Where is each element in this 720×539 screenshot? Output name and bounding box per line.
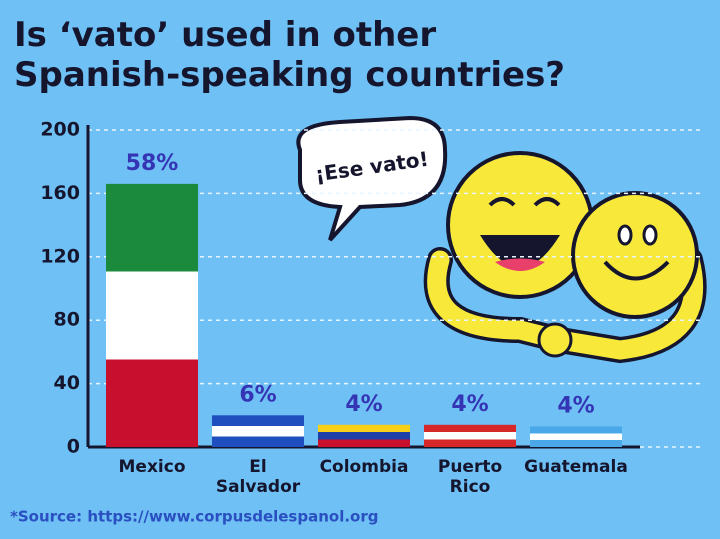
- x-tick-label: Guatemala: [524, 457, 628, 477]
- x-tick-label: Mexico: [119, 457, 186, 477]
- x-tick-label: Colombia: [320, 457, 409, 477]
- y-tick-label: 0: [67, 436, 80, 458]
- bubble-shape: [296, 115, 448, 242]
- y-tick-label: 80: [54, 309, 80, 331]
- chart-title: Is ‘vato’ used in other Spanish-speaking …: [14, 15, 565, 95]
- source: *Source: https://www.corpusdelespanol.or…: [10, 508, 378, 526]
- value-label: 58%: [126, 151, 179, 176]
- value-label: 4%: [557, 393, 594, 418]
- bar: [530, 426, 622, 447]
- value-label: 4%: [345, 392, 382, 417]
- y-tick-label: 40: [54, 372, 80, 394]
- x-tick-label: Puerto Rico: [438, 457, 502, 497]
- value-label: 4%: [451, 392, 488, 417]
- y-tick-label: 160: [40, 182, 80, 204]
- smileys: [423, 151, 707, 364]
- bar: [106, 183, 198, 447]
- x-tick-label: El Salvador: [216, 457, 301, 497]
- value-label: 6%: [239, 382, 276, 407]
- bar: [424, 424, 516, 447]
- bar: [318, 424, 410, 447]
- y-tick-label: 200: [40, 119, 80, 141]
- y-tick-label: 120: [40, 245, 80, 267]
- bar: [212, 415, 304, 447]
- speech-bubble: ¡Ese vato!: [296, 115, 448, 242]
